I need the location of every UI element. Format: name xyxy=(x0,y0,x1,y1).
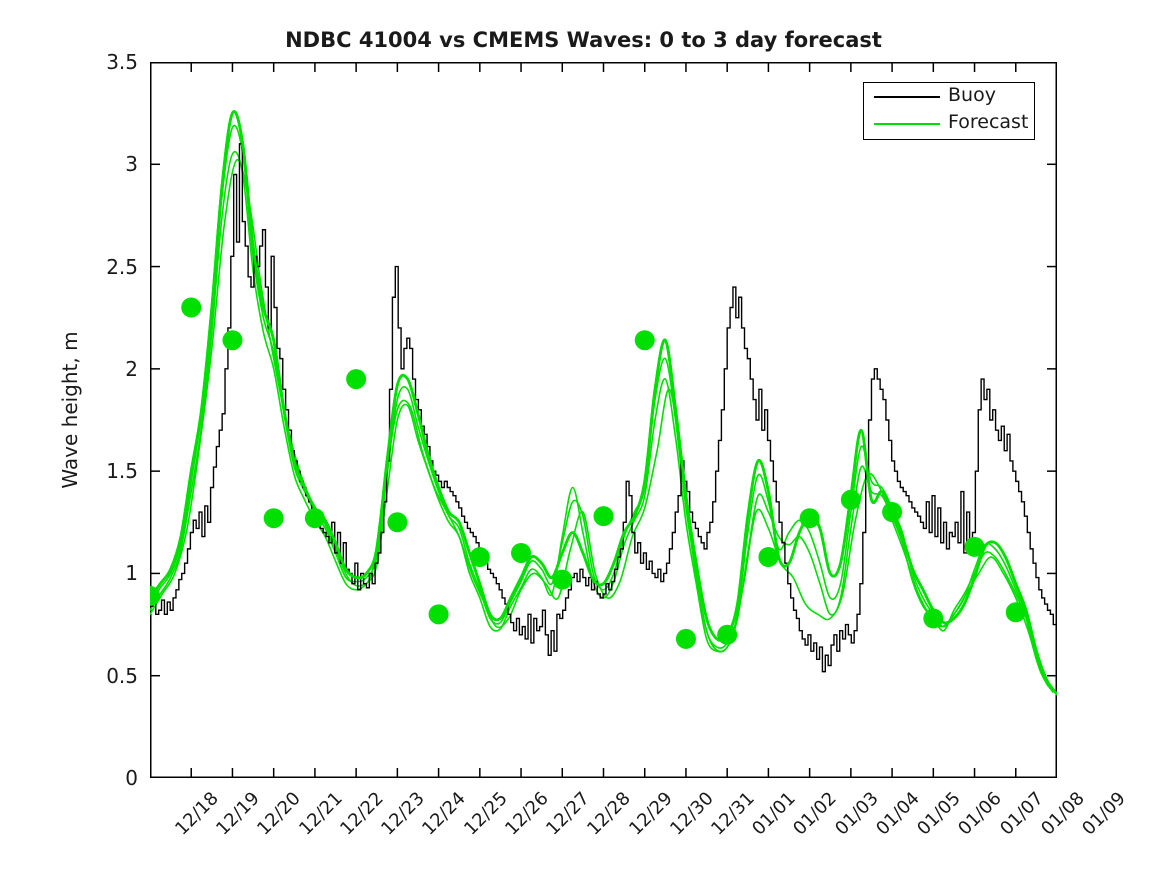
marker-point xyxy=(964,536,985,557)
marker-point xyxy=(882,502,903,523)
marker-point xyxy=(552,569,573,590)
marker-points-group xyxy=(150,297,1026,649)
marker-point xyxy=(428,604,449,625)
plot-svg xyxy=(150,62,1057,778)
data-series-group xyxy=(150,110,1057,696)
marker-point xyxy=(840,489,861,510)
y-tick-label: 0.5 xyxy=(106,663,138,688)
x-tick-label: 12/21 xyxy=(294,788,347,840)
marker-point xyxy=(758,547,779,568)
marker-point xyxy=(304,508,325,529)
x-tick-label: 01/03 xyxy=(830,788,883,840)
y-tick-label: 0 xyxy=(125,766,138,790)
y-tick-label: 3.5 xyxy=(106,50,138,74)
marker-point xyxy=(634,330,655,351)
marker-point xyxy=(469,547,490,568)
axis-ticks xyxy=(150,62,1057,778)
legend-swatch-forecast xyxy=(874,123,940,125)
marker-point xyxy=(181,297,202,318)
marker-point xyxy=(511,542,532,563)
x-tick-label: 12/18 xyxy=(171,788,223,840)
y-tick-label: 2 xyxy=(125,356,138,381)
marker-point xyxy=(387,512,408,533)
legend-entry-forecast: Forecast xyxy=(864,110,1034,137)
legend-label-buoy: Buoy xyxy=(948,84,996,106)
x-tick-label: 12/24 xyxy=(418,788,471,840)
x-tick-label: 12/25 xyxy=(459,788,512,840)
y-tick-label: 3 xyxy=(125,152,138,177)
legend-label-forecast: Forecast xyxy=(948,111,1029,133)
marker-point xyxy=(1005,602,1026,623)
x-tick-label: 12/23 xyxy=(377,788,429,840)
legend: Buoy Forecast xyxy=(863,82,1035,140)
x-tick-label: 01/02 xyxy=(789,788,842,840)
marker-point xyxy=(150,585,160,606)
y-tick-label: 1.5 xyxy=(106,459,138,484)
x-tick-label: 12/31 xyxy=(707,788,759,840)
x-tick-label: 01/09 xyxy=(1078,788,1130,840)
marker-point xyxy=(799,508,820,529)
marker-point xyxy=(346,369,367,390)
y-tick-label: 1 xyxy=(125,561,138,586)
marker-point xyxy=(717,624,738,645)
x-tick-label: 12/27 xyxy=(542,788,594,840)
x-tick-label: 01/08 xyxy=(1036,788,1089,840)
marker-point xyxy=(263,508,284,529)
x-tick-label: 12/28 xyxy=(583,788,635,840)
x-tick-label: 01/01 xyxy=(748,788,800,840)
x-tick-label: 01/05 xyxy=(913,788,965,840)
x-tick-label: 12/29 xyxy=(624,788,677,840)
x-tick-label: 01/06 xyxy=(954,788,1007,840)
x-tick-label: 12/26 xyxy=(501,788,553,840)
x-tick-label: 12/30 xyxy=(665,788,718,840)
plot-area: 0 0.5 1 1.5 2 2.5 3 3.5 12/18 12/19 12/20 12/21 12/… xyxy=(106,50,1130,840)
legend-entry-buoy: Buoy xyxy=(864,83,1034,110)
y-axis-label: Wave height, m xyxy=(58,330,82,489)
x-tick-label: 12/22 xyxy=(336,788,388,840)
chart-title: NDBC 41004 vs CMEMS Waves: 0 to 3 day fo… xyxy=(285,28,882,52)
marker-point xyxy=(593,506,614,527)
marker-point xyxy=(222,330,243,351)
marker-point xyxy=(675,628,696,649)
x-tick-label: 01/04 xyxy=(872,788,924,840)
series-line-forecast-primary xyxy=(150,110,1057,695)
x-tick-label: 12/19 xyxy=(212,788,264,840)
y-tick-label: 2.5 xyxy=(106,254,138,279)
legend-swatch-buoy xyxy=(874,96,940,98)
x-tick-label: 12/20 xyxy=(253,788,306,840)
x-tick-label: 01/07 xyxy=(995,788,1048,840)
marker-point xyxy=(923,608,944,629)
